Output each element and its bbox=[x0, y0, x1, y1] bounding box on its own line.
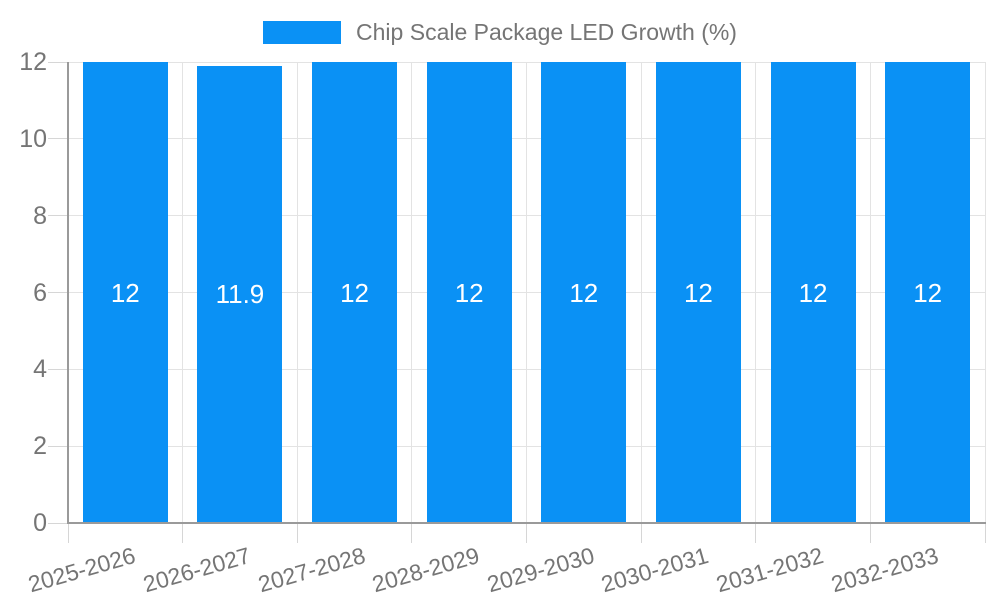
bar-value-label: 12 bbox=[110, 277, 140, 308]
bar[interactable] bbox=[885, 62, 971, 523]
bar-value-label: 12 bbox=[683, 277, 713, 308]
bar-value-label: 12 bbox=[340, 277, 370, 308]
y-tick-mark bbox=[48, 61, 68, 63]
y-tick-mark bbox=[48, 522, 68, 524]
x-tick-mark bbox=[411, 523, 413, 543]
bar[interactable] bbox=[655, 62, 741, 523]
y-axis-tick-label: 2 bbox=[33, 432, 47, 461]
x-axis-tick-label: 2025-2026 bbox=[25, 542, 139, 598]
y-axis-tick-label: 6 bbox=[33, 278, 47, 307]
x-axis-tick-label: 2027-2028 bbox=[254, 542, 368, 598]
gridline-vertical bbox=[526, 62, 527, 523]
x-axis-tick-label: 2029-2030 bbox=[484, 542, 597, 598]
gridline-vertical bbox=[640, 62, 642, 523]
y-tick-mark bbox=[48, 138, 68, 140]
y-axis-tick-label: 12 bbox=[19, 48, 47, 76]
bar-value-label: 12 bbox=[913, 277, 943, 308]
gridline-vertical bbox=[755, 62, 757, 523]
x-tick-mark bbox=[640, 523, 642, 543]
y-tick-mark bbox=[48, 215, 68, 217]
x-axis-tick-label: 2028-2029 bbox=[369, 542, 483, 598]
plot-area: 0 2 4 6 8 10 12 12 2025-2026 11.9 2026-2027 12 2027-… bbox=[19, 48, 986, 597]
gridline-vertical bbox=[869, 62, 871, 523]
bar[interactable] bbox=[426, 62, 512, 523]
y-axis-tick-label: 4 bbox=[33, 355, 47, 384]
x-tick-mark bbox=[869, 523, 871, 543]
bar-value-label: 12 bbox=[569, 277, 599, 308]
gridline-vertical bbox=[411, 62, 413, 523]
bar-value-label: 12 bbox=[454, 277, 484, 308]
legend-swatch bbox=[263, 20, 342, 44]
x-tick-mark bbox=[182, 523, 184, 543]
x-tick-mark bbox=[526, 523, 527, 543]
y-axis-line bbox=[67, 62, 69, 524]
x-axis-tick-label: 2030-2031 bbox=[598, 542, 712, 598]
bar-value-label: 12 bbox=[798, 277, 828, 308]
y-axis-tick-label: 0 bbox=[33, 509, 47, 537]
bar[interactable] bbox=[770, 62, 856, 523]
bar[interactable] bbox=[312, 62, 398, 523]
x-axis-line bbox=[67, 522, 986, 524]
bar[interactable] bbox=[197, 65, 283, 523]
x-tick-mark bbox=[755, 523, 757, 543]
y-axis-tick-label: 8 bbox=[33, 201, 47, 230]
legend-label: Chip Scale Package LED Growth (%) bbox=[356, 19, 737, 45]
bar[interactable] bbox=[541, 62, 627, 523]
x-axis-tick-label: 2031-2032 bbox=[713, 542, 827, 598]
x-tick-mark bbox=[67, 523, 69, 543]
gridline-vertical bbox=[296, 62, 298, 523]
gridline-vertical bbox=[984, 62, 986, 523]
y-tick-mark bbox=[48, 292, 68, 293]
y-tick-mark bbox=[48, 368, 68, 370]
x-tick-mark bbox=[984, 523, 986, 543]
bar[interactable] bbox=[82, 62, 168, 523]
gridline-vertical bbox=[182, 62, 184, 523]
y-tick-mark bbox=[48, 445, 68, 447]
x-axis-tick-label: 2032-2033 bbox=[827, 542, 941, 598]
bar-value-label: 11.9 bbox=[215, 279, 265, 310]
x-tick-mark bbox=[296, 523, 298, 543]
y-axis-tick-label: 10 bbox=[19, 124, 47, 153]
x-axis-tick-label: 2026-2027 bbox=[140, 542, 254, 598]
chart-legend[interactable]: Chip Scale Package LED Growth (%) bbox=[0, 18, 1000, 46]
